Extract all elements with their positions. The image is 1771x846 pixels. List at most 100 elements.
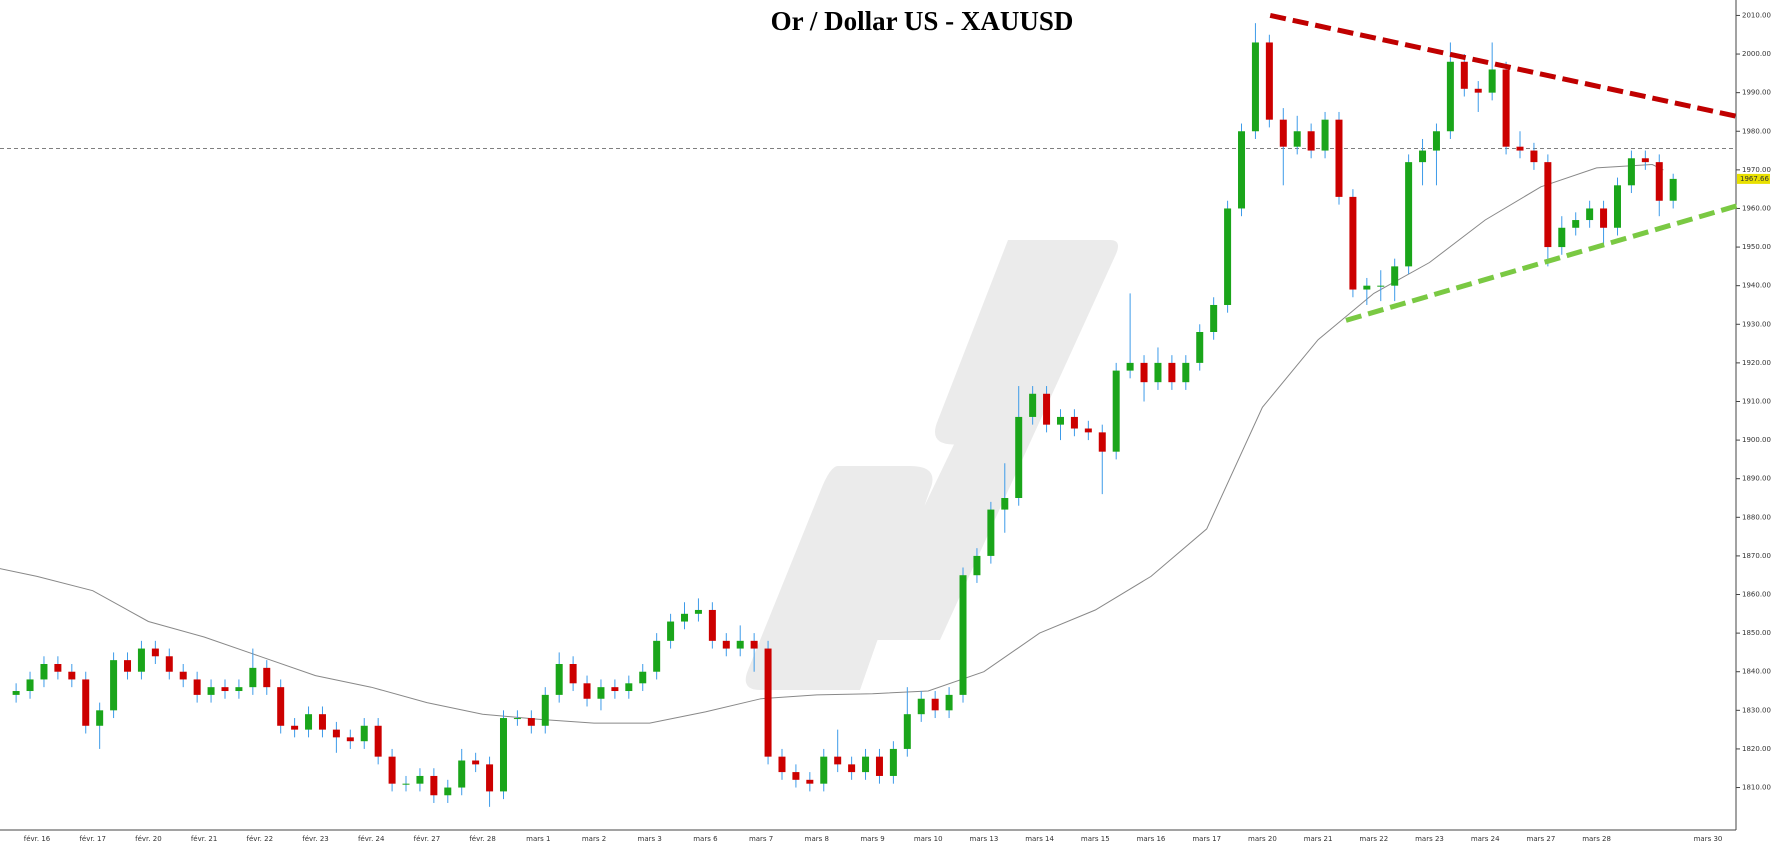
x-tick-label: mars 10 [914,835,943,843]
x-tick-label: mars 24 [1471,835,1500,843]
candle-body [444,787,452,796]
candle-body [1126,362,1134,371]
candle-body [722,640,730,649]
x-tick-label: févr. 27 [414,835,441,843]
y-tick-label: 1860.00 [1742,591,1771,599]
candle-body [653,640,661,672]
candle-body [1446,61,1454,132]
candle-body [26,679,34,692]
y-tick-label: 1870.00 [1742,552,1771,560]
candle-body [1112,370,1120,452]
candle-body [555,664,563,695]
y-tick-label: 1900.00 [1742,436,1771,444]
candle-body [221,687,229,692]
candle-body [1655,162,1663,201]
candle-body [1210,304,1218,332]
x-tick-label: mars 14 [1025,835,1054,843]
candle-body [305,714,313,730]
candle-body [1363,285,1371,290]
y-tick-label: 1940.00 [1742,282,1771,290]
x-tick-label: mars 23 [1415,835,1444,843]
candle-body [1293,131,1301,147]
candle-body [1558,227,1566,248]
candle-body [137,648,145,672]
candle-body [416,775,424,784]
candle-body [1419,150,1427,163]
candle-body [458,760,466,788]
candle-body [903,714,911,749]
trend-line [1269,12,1741,120]
candle-body [834,756,842,765]
candle-body [1600,208,1608,228]
watermark [745,240,1118,690]
chart-title: Or / Dollar US - XAUUSD [771,6,1074,36]
candle-body [1307,131,1315,151]
x-tick-label: mars 1 [526,835,550,843]
candle-body [235,687,243,692]
candle-body [486,764,494,792]
candle-body [54,664,62,672]
candle-body [499,718,507,792]
y-tick-label: 1980.00 [1742,127,1771,135]
last-price-box [1737,173,1770,184]
candle-body [1084,428,1092,433]
candle-body [1029,393,1037,417]
y-tick-label: 1930.00 [1742,320,1771,328]
candle-body [1516,146,1524,151]
candle-body [1586,208,1594,221]
x-tick-label: févr. 28 [469,835,496,843]
x-tick-label: mars 13 [970,835,999,843]
candle-body [360,725,368,742]
candle-body [193,679,201,695]
y-tick-label: 1920.00 [1742,359,1771,367]
x-tick-label: mars 27 [1527,835,1556,843]
candle-body [1391,266,1399,286]
candle-body [973,555,981,576]
x-tick-label: mars 28 [1582,835,1611,843]
candle-body [1015,416,1023,498]
candle-body [96,710,104,726]
candle-body [875,756,883,776]
candle-body [1432,131,1440,151]
candle-body [151,648,159,657]
candle-body [1349,196,1357,290]
candle-body [792,772,800,780]
candle-body [1502,69,1510,147]
x-tick-label: mars 20 [1248,835,1277,843]
candle-body [569,664,577,684]
candle-body [1613,185,1621,228]
x-tick-label: mars 6 [693,835,718,843]
candle-body [1168,362,1176,383]
candle-body [68,671,76,680]
candle-body [318,714,326,730]
x-tick-label: févr. 22 [247,835,274,843]
candle-body [332,729,340,738]
candle-body [40,664,48,680]
candle-body [430,775,438,796]
candle-body [736,640,744,649]
candle-body [1043,393,1051,425]
candle-body [165,656,173,672]
last-price-label: 1967.66 [1740,175,1769,183]
x-tick-label: mars 8 [805,835,829,843]
candle-body [1321,119,1329,151]
candle-body [82,679,90,726]
candle-body [639,671,647,684]
candle-body [959,575,967,695]
candle-body [583,683,591,699]
candle-body [12,691,20,695]
candle-body [1669,178,1677,201]
y-tick-label: 1880.00 [1742,513,1771,521]
candle-body [611,687,619,692]
candle-body [764,648,772,757]
candle-body [917,698,925,715]
trend-line [1345,202,1741,323]
candle-body [1056,416,1064,425]
candle-body [388,756,396,784]
candle-body [402,783,410,785]
candle-body [541,694,549,726]
candle-body [1641,158,1649,163]
candle-body [708,609,716,641]
candle-body [513,718,521,720]
candle-body [472,760,480,765]
